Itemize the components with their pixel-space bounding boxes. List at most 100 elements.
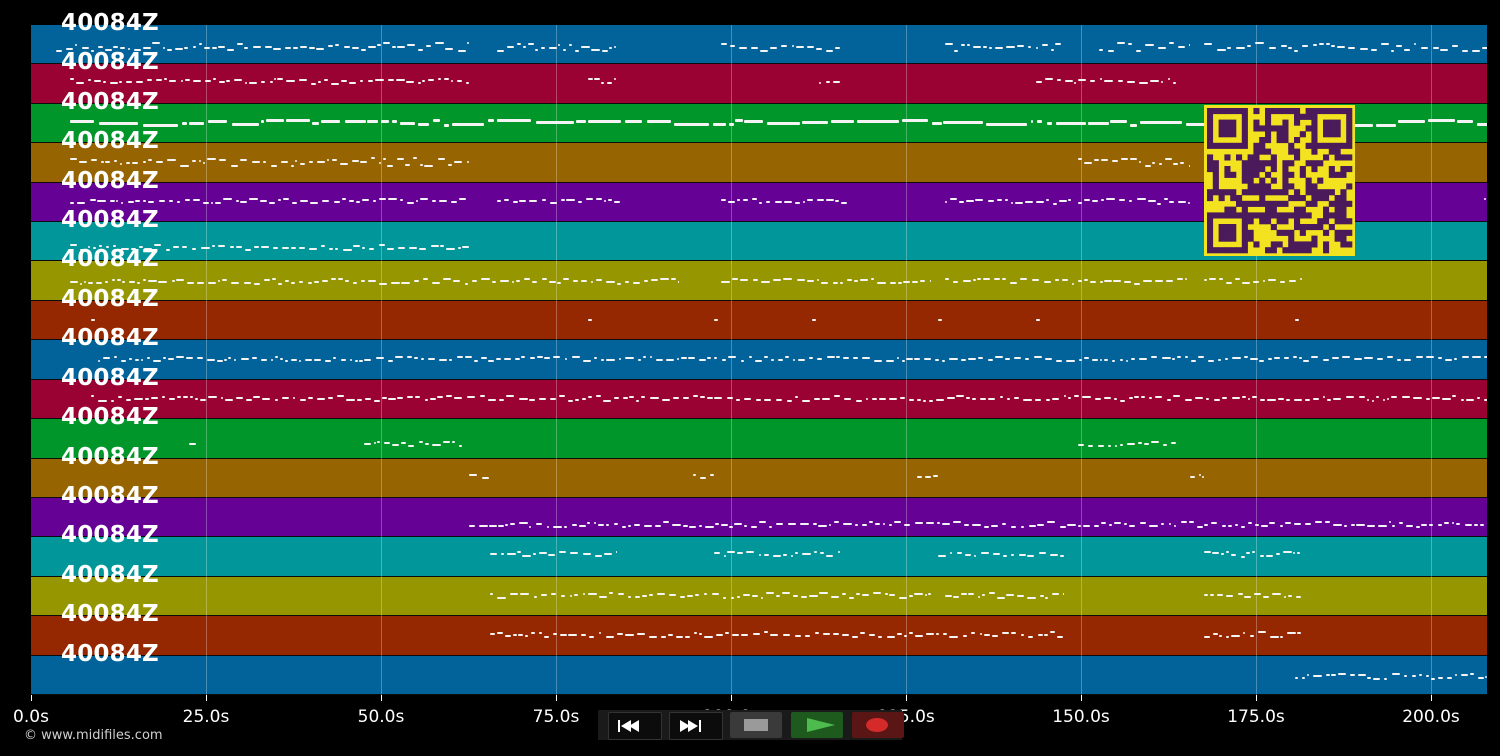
note <box>938 555 947 558</box>
note <box>1114 445 1117 448</box>
note <box>1027 554 1034 557</box>
qr-module <box>1253 200 1260 207</box>
qr-module <box>1259 218 1266 225</box>
note <box>916 399 922 402</box>
note <box>548 47 557 50</box>
note <box>482 477 490 480</box>
note <box>252 45 261 48</box>
note <box>529 200 538 203</box>
note <box>199 42 202 45</box>
note <box>408 246 418 249</box>
qr-module <box>1253 119 1260 126</box>
note <box>1242 632 1245 635</box>
qr-module <box>1323 108 1330 115</box>
note <box>1432 46 1439 49</box>
note <box>466 396 476 399</box>
qr-module <box>1305 177 1312 184</box>
note <box>806 199 813 202</box>
note <box>93 247 97 250</box>
track-notes <box>31 498 1487 536</box>
note <box>219 81 225 84</box>
note <box>743 524 748 527</box>
note <box>321 199 330 202</box>
qr-module <box>1247 235 1254 242</box>
stop-button[interactable] <box>730 712 782 738</box>
fast-forward-button[interactable] <box>669 712 723 740</box>
note <box>1376 395 1380 398</box>
note <box>364 443 372 446</box>
note <box>158 199 165 202</box>
note <box>104 161 111 164</box>
note <box>292 46 299 49</box>
qr-module <box>1253 212 1260 219</box>
note <box>200 246 210 249</box>
qr-module <box>1346 125 1353 132</box>
qr-module <box>1340 241 1347 248</box>
note <box>1078 201 1083 204</box>
note <box>1209 594 1215 597</box>
note <box>995 47 1004 50</box>
note <box>165 248 171 251</box>
note <box>318 80 322 83</box>
note <box>1135 49 1142 52</box>
playback-controls <box>598 710 904 740</box>
note <box>743 594 750 597</box>
note <box>426 45 432 48</box>
note <box>1150 79 1159 82</box>
note <box>960 592 967 595</box>
note <box>1129 524 1136 527</box>
note <box>151 396 159 399</box>
note <box>1232 357 1241 360</box>
note <box>1461 50 1469 53</box>
note <box>1099 49 1104 52</box>
qr-module <box>1311 142 1318 149</box>
note <box>376 44 381 47</box>
note <box>588 396 593 399</box>
note <box>192 199 200 202</box>
note <box>902 359 905 362</box>
play-button[interactable] <box>791 712 843 738</box>
track-label: 40084Z <box>61 640 159 667</box>
note <box>100 161 104 164</box>
note <box>397 157 404 160</box>
note <box>192 80 201 83</box>
qr-module <box>1282 137 1289 144</box>
qr-module <box>1288 247 1295 254</box>
note <box>763 356 768 359</box>
note <box>759 50 769 53</box>
note <box>1480 523 1485 526</box>
note <box>793 359 796 362</box>
note <box>1274 356 1280 359</box>
note <box>1091 200 1098 203</box>
note <box>420 357 424 360</box>
qr-module <box>1328 171 1335 178</box>
qr-module <box>1236 142 1243 149</box>
note <box>116 199 119 202</box>
note <box>956 551 963 554</box>
qr-module <box>1218 125 1225 132</box>
rewind-button[interactable] <box>608 712 662 740</box>
note <box>902 119 928 123</box>
note <box>1226 594 1234 597</box>
note <box>203 47 210 50</box>
note <box>802 201 805 204</box>
note <box>683 396 690 399</box>
qr-module <box>1247 166 1254 173</box>
note <box>1217 594 1223 597</box>
qr-module <box>1218 247 1225 254</box>
note <box>437 396 444 399</box>
note <box>812 318 816 321</box>
note <box>451 200 458 203</box>
note <box>795 45 805 48</box>
note <box>587 521 591 524</box>
qr-module <box>1259 125 1266 132</box>
note <box>291 202 297 205</box>
note <box>544 356 551 359</box>
note <box>635 595 640 598</box>
note <box>736 551 744 554</box>
qr-module <box>1207 108 1214 115</box>
note <box>988 397 996 400</box>
record-button[interactable] <box>852 712 904 738</box>
note <box>673 123 709 127</box>
note <box>1383 677 1388 680</box>
